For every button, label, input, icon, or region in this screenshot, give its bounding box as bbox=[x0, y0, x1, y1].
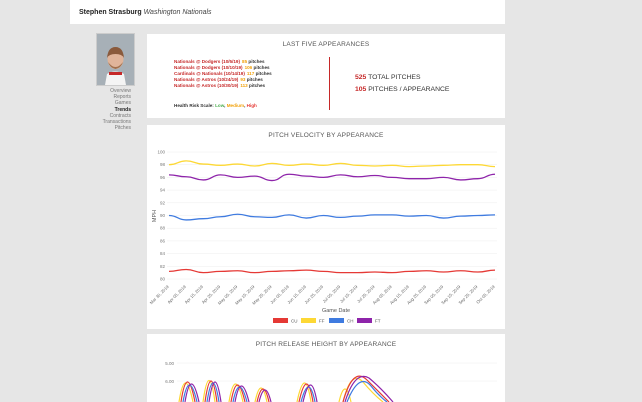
appearance-game: Nationals @ Astros (10/30/19) bbox=[174, 83, 239, 88]
legend-label: FT bbox=[375, 319, 381, 324]
health-risk-scale: Health Risk Scale: Low, Medium, High bbox=[174, 103, 257, 108]
release-chart-title: PITCH RELEASE HEIGHT BY APPEARANCE bbox=[255, 341, 397, 348]
series-line-ff[interactable] bbox=[168, 160, 496, 168]
y-tick-label: 88 bbox=[160, 226, 166, 231]
risk-high: High bbox=[246, 103, 257, 108]
appearance-unit: pitches bbox=[255, 71, 272, 76]
appearance-count: 106 bbox=[244, 65, 253, 70]
player-team: Washington Nationals bbox=[143, 9, 212, 16]
legend-item-cu[interactable]: CU bbox=[273, 318, 298, 324]
total-pitches-value: 525 bbox=[355, 74, 367, 81]
legend-item-ch[interactable]: CH bbox=[329, 318, 354, 324]
release-chart: 5.00 6.00 bbox=[165, 361, 497, 402]
x-tick-label: Oct 05, 2019 bbox=[475, 284, 496, 305]
appearance-unit: pitches bbox=[249, 83, 266, 88]
y-tick-label: 98 bbox=[160, 162, 166, 167]
velocity-card: PITCH VELOCITY BY APPEARANCE 80 82 84 86 88 9… bbox=[147, 125, 505, 329]
series-line-cu[interactable] bbox=[168, 268, 496, 274]
y-tick-label: 94 bbox=[160, 188, 166, 193]
legend-swatch bbox=[329, 318, 344, 323]
nav-item-transactions[interactable]: Transactions bbox=[102, 119, 131, 126]
appearance-row[interactable]: Nationals @ Dodgers (10/10/19) 106 pitche… bbox=[174, 65, 272, 71]
legend-label: FF bbox=[319, 319, 325, 324]
per-appearance-label: PITCHES / APPEARANCE bbox=[368, 86, 450, 93]
y-tick-label: 80 bbox=[160, 277, 166, 282]
legend-item-ff[interactable]: FF bbox=[301, 318, 325, 324]
player-header: Stephen Strasburg Washington Nationals bbox=[70, 0, 505, 24]
legend-swatch bbox=[301, 318, 316, 323]
appearance-row[interactable]: Nationals @ Dodgers (10/5/19) 85 pitches bbox=[174, 59, 272, 65]
appearance-row[interactable]: Nationals @ Astros (10/24/19) 93 pitches bbox=[174, 77, 272, 83]
appearance-row[interactable]: Cardinals @ Nationals (10/14/19) 117 pitc… bbox=[174, 71, 272, 77]
y-tick-label: 90 bbox=[160, 213, 166, 218]
player-nav: Overview Reports Games Trends Contracts … bbox=[70, 88, 131, 131]
velocity-chart-title: PITCH VELOCITY BY APPEARANCE bbox=[268, 132, 384, 139]
legend-label: CH bbox=[347, 319, 354, 324]
y-tick-label: 86 bbox=[160, 238, 166, 243]
y-tick-label: 84 bbox=[160, 251, 166, 256]
appearances-list: Nationals @ Dodgers (10/5/19) 85 pitches … bbox=[174, 59, 272, 89]
avatar bbox=[96, 33, 135, 86]
nav-item-games[interactable]: Games bbox=[114, 100, 131, 107]
nav-item-reports[interactable]: Reports bbox=[113, 94, 131, 101]
y-axis-label: MPH bbox=[152, 210, 158, 222]
appearance-count: 117 bbox=[246, 71, 255, 76]
risk-low: Low bbox=[215, 103, 225, 108]
release-y-tick: 6.00 bbox=[165, 379, 174, 384]
nav-item-contracts[interactable]: Contracts bbox=[109, 112, 131, 119]
per-appearance-value: 105 bbox=[355, 86, 367, 93]
player-photo bbox=[97, 34, 134, 85]
appearance-count: 85 bbox=[242, 59, 248, 64]
y-tick-label: 92 bbox=[160, 200, 166, 205]
total-pitches-stat: 525 TOTAL PITCHES bbox=[355, 74, 420, 81]
appearance-game: Nationals @ Dodgers (10/10/19) bbox=[174, 65, 243, 70]
x-tick-label: Jun 25, 2019 bbox=[303, 284, 324, 305]
series-line-ch[interactable] bbox=[168, 213, 496, 221]
release-y-tick: 5.00 bbox=[165, 361, 174, 366]
appearance-count: 113 bbox=[240, 83, 248, 88]
appearance-unit: pitches bbox=[253, 65, 270, 70]
legend-label: CU bbox=[291, 319, 298, 324]
legend-item-ft[interactable]: FT bbox=[357, 318, 381, 324]
per-appearance-stat: 105 PITCHES / APPEARANCE bbox=[355, 86, 449, 93]
nav-item-pitches[interactable]: Pitches bbox=[114, 125, 131, 132]
x-axis-label: Game Date bbox=[322, 308, 350, 314]
y-tick-label: 100 bbox=[157, 150, 165, 155]
player-title: Stephen Strasburg Washington Nationals bbox=[79, 9, 212, 16]
y-tick-label: 96 bbox=[160, 175, 166, 180]
series-line-ft[interactable] bbox=[168, 173, 496, 182]
nav-item-overview[interactable]: Overview bbox=[110, 88, 131, 94]
release-card: PITCH RELEASE HEIGHT BY APPEARANCE 5.00 … bbox=[147, 334, 505, 402]
risk-label: Health Risk Scale: bbox=[174, 103, 214, 108]
total-pitches-label: TOTAL PITCHES bbox=[368, 74, 421, 81]
legend-swatch bbox=[273, 318, 288, 323]
player-name: Stephen Strasburg bbox=[79, 9, 142, 16]
appearance-row[interactable]: Nationals @ Astros (10/30/19) 113 pitches bbox=[174, 83, 272, 89]
risk-medium: Medium bbox=[226, 103, 245, 108]
appearances-card: LAST FIVE APPEARANCES Nationals @ Dodger… bbox=[147, 34, 505, 118]
appearance-game: Nationals @ Astros (10/24/19) bbox=[174, 77, 239, 82]
appearance-unit: pitches bbox=[248, 59, 265, 64]
appearance-count: 93 bbox=[240, 77, 246, 82]
appearances-title: LAST FIVE APPEARANCES bbox=[282, 41, 370, 48]
stats-divider bbox=[329, 57, 330, 110]
y-tick-label: 82 bbox=[160, 264, 166, 269]
appearance-game: Nationals @ Dodgers (10/5/19) bbox=[174, 59, 241, 64]
appearance-unit: pitches bbox=[246, 77, 263, 82]
appearance-game: Cardinals @ Nationals (10/14/19) bbox=[174, 71, 245, 76]
legend-swatch bbox=[357, 318, 372, 323]
nav-item-trends[interactable]: Trends bbox=[114, 106, 131, 113]
